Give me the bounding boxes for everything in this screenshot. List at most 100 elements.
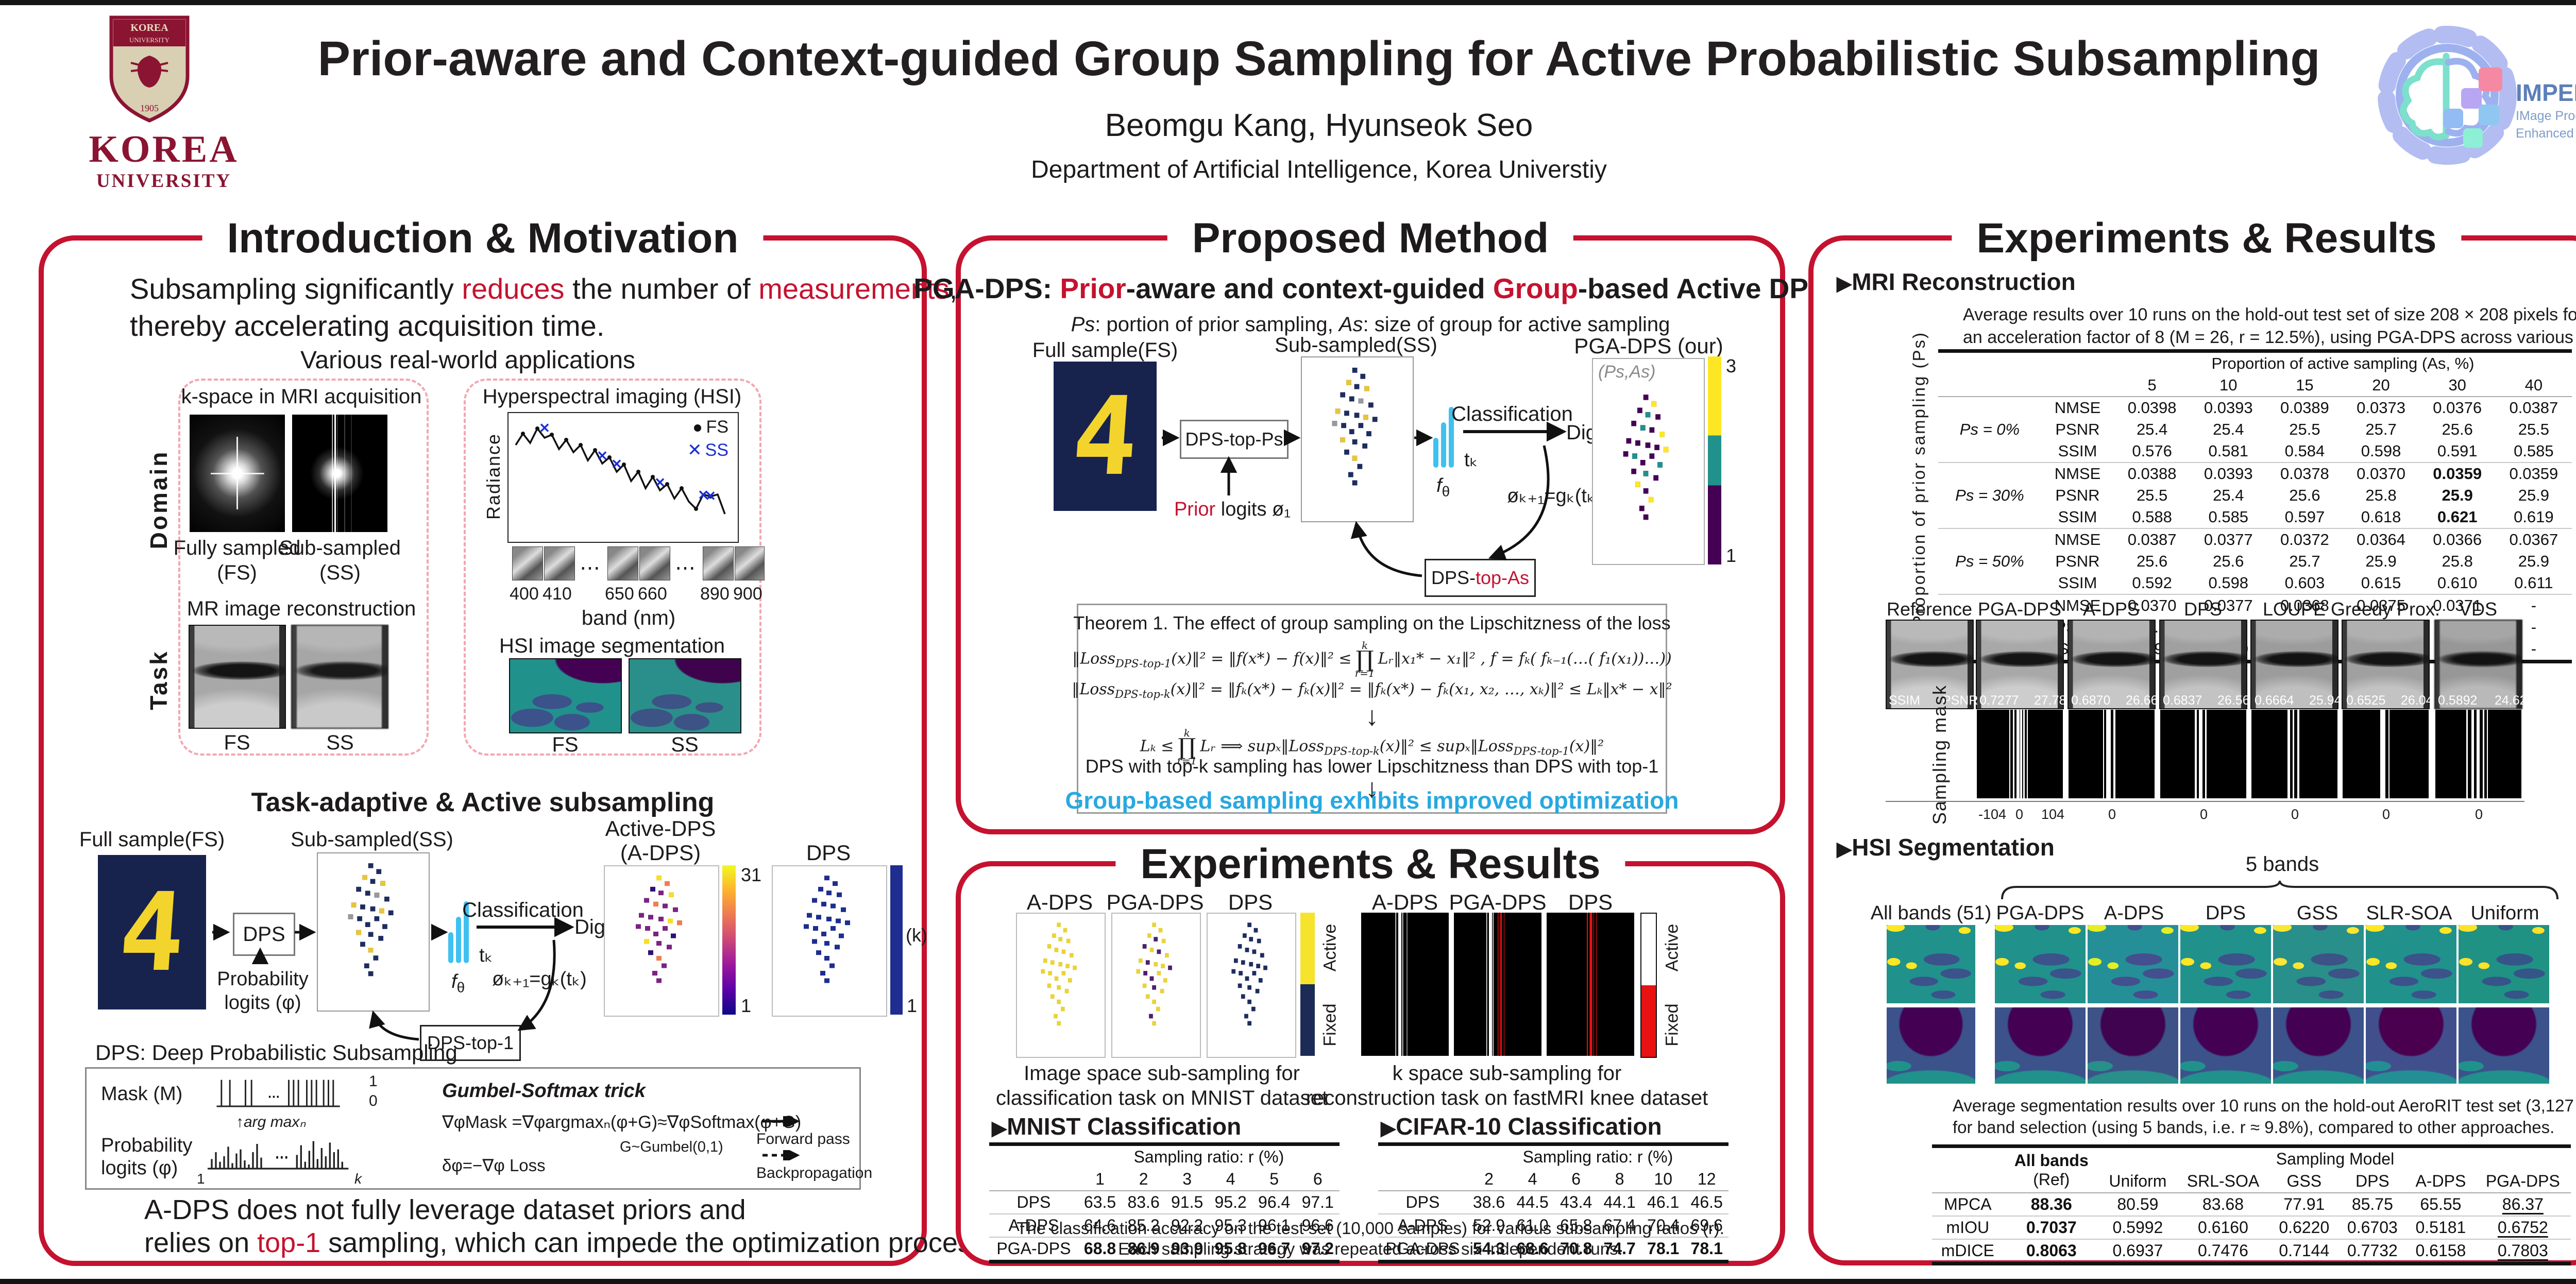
mask-vds — [2435, 710, 2521, 798]
recon-metrics-strip: SSIM PSNR 0.7277 27.78 0.6870 26.66 0.6837… — [1887, 693, 2531, 709]
imgfig-dps-scatter — [1231, 922, 1267, 1026]
apps-title: Various real-world applications — [300, 347, 636, 374]
mri-row: Ps = 50% NMSE 0.0387 0.0377 0.0372 0.0364 0.03… — [1938, 528, 2572, 594]
fs-caption-1: Fully sampled — [173, 537, 301, 559]
metric: 0.6870 — [2071, 693, 2111, 708]
metric: 27.78 — [2034, 693, 2066, 708]
method-section-title: Proposed Method — [1167, 216, 1574, 261]
dps-right-label: DPS — [806, 841, 851, 865]
gumbel-title: Gumbel-Softmax trick — [442, 1080, 646, 1102]
prob-logits-1: Probability — [217, 968, 309, 990]
theorem-arrow-1-icon: ↓ — [1365, 701, 1379, 731]
recon-col-loupe: LOUPE — [2262, 598, 2326, 620]
kspace-sub-sampled-image — [292, 415, 387, 532]
metric: 0.6664 — [2255, 693, 2294, 708]
mask-one: 1 — [369, 1073, 378, 1090]
adps-label-2: (A-DPS) — [620, 841, 701, 865]
m-fs-label: Full sample(FS) — [1032, 339, 1178, 362]
poster-header: KOREA UNIVERSITY 1905 KOREA UNIVERSITY P… — [0, 5, 2576, 227]
fs-caption-2: (FS) — [217, 561, 257, 584]
ku-wordmark-1: KOREA — [89, 128, 239, 170]
hsi-row1-allbands — [1887, 925, 1975, 1003]
gumbel-eq: ∇φMask =∇φargmaxₙ(φ+G)≈∇φSoftmax(φ+G) — [442, 1112, 802, 1132]
delta-eq: δφ=−∇φ Loss — [442, 1156, 546, 1175]
impel-tag-1: IMage Processing for — [2516, 109, 2576, 123]
metric: 0.5892 — [2438, 693, 2478, 708]
argmax-label: ↑arg maxₙ — [236, 1114, 306, 1131]
kfig-pga-mask — [1454, 913, 1541, 1056]
mnist-full-sample-image: 4 — [98, 855, 206, 1009]
intro-section-title: Introduction & Motivation — [202, 216, 764, 261]
svg-text:✕: ✕ — [698, 487, 709, 503]
hsi-row-miou: mIOU 0.7037 0.5992 0.6160 0.6220 0.6703 0.5181… — [1932, 1215, 2571, 1239]
adps-cb-min: 1 — [741, 995, 752, 1016]
axis-tick: 0 — [2108, 807, 2116, 822]
hsi-row1-img — [1995, 925, 2086, 1003]
hsi-seg-title: HSI image segmentation — [499, 635, 725, 657]
svg-text:⋯: ⋯ — [275, 1150, 289, 1165]
mri-col-header: Proportion of active sampling (As, %) — [2211, 354, 2475, 372]
svg-text:✕: ✕ — [705, 488, 716, 504]
ss-x-icon: ✕ — [687, 440, 702, 460]
flow-fs-label: Full sample(FS) — [79, 828, 225, 851]
recon-col-pga: PGA-DPS — [1977, 598, 2062, 620]
adps-scatter — [636, 876, 682, 983]
mnist-row-adps: A-DPS 64.6 85.2 92.2 95.3 96.1 96.6 — [989, 1213, 1340, 1237]
kfig-col-adps: A-DPS — [1371, 890, 1438, 914]
ss-caption-2: (SS) — [319, 561, 361, 584]
recon-img-dps — [2159, 620, 2247, 709]
hsi-caption-1: Average segmentation results over 10 run… — [1953, 1096, 2576, 1115]
intro-conclusion-1: A-DPS does not fully leverage dataset pr… — [144, 1194, 746, 1225]
flow-ss-label: Sub-sampled(SS) — [291, 828, 453, 851]
mri-row: SSIM 0.576 0.581 0.584 0.598 0.591 0.585 — [2058, 442, 2554, 460]
kfig-col-dps: DPS — [1568, 890, 1613, 914]
band-thumbnails: ⋯ ⋯ 400 410 650 660 890 900 — [507, 546, 765, 614]
metric: 0.6525 — [2346, 693, 2386, 708]
m-classifier-bars-icon — [1433, 407, 1459, 468]
mask-label: Mask (M) — [101, 1083, 183, 1105]
top-frame-bar — [0, 0, 2576, 5]
axis-tick: 0 — [2015, 807, 2024, 822]
impel-tag-2: Enhanced Learning — [2516, 126, 2576, 141]
mnist-heading: ▶MNIST Classification — [992, 1113, 1242, 1140]
band-660: 660 — [638, 584, 667, 604]
mri-row: SSIM 0.592 0.598 0.603 0.615 0.610 0.611 — [2058, 574, 2553, 592]
band-thumb-6 — [735, 546, 765, 580]
five-bands-brace-icon — [2001, 880, 2558, 900]
intro-lead-line1: Subsampling significantly reduces the nu… — [130, 272, 957, 305]
hsi-col-allbands: All bands (51) — [1870, 902, 1992, 924]
theorem-eq3: Lₖ ≤ k ∏ r=1 Lᵣ ⟹ supₓ‖LossDPS-top-k(x)‖² ≤ … — [1140, 727, 1604, 767]
m-ss-label: Sub-sampled(SS) — [1275, 334, 1437, 356]
mid-footnote-1: The classification accuracy on the test … — [1016, 1219, 1724, 1238]
lead-t2: the number of — [564, 272, 759, 305]
ssim-label: SSIM — [1889, 693, 1921, 708]
mask-zero: 0 — [369, 1092, 378, 1109]
mr-recon-title: MR image reconstruction — [187, 597, 416, 620]
mri-row: PSNR 25.4 25.4 25.5 25.7 25.6 25.5 — [2055, 420, 2550, 438]
mr-fs-label: FS — [224, 731, 250, 754]
theorem-title: Theorem 1. The effect of group sampling … — [1073, 612, 1671, 634]
cifar-row-pga: PGA-DPS 54.3 68.6 70.8 74.7 78.1 78.1 — [1378, 1237, 1728, 1262]
mri-caption-2: an acceleration factor of 8 (M = 26, r =… — [1963, 328, 2576, 347]
experiments-mid-title: Experiments & Results — [1115, 842, 1625, 887]
imgfig-col-adps: A-DPS — [1026, 890, 1093, 914]
imgfig-adps-scatter — [1041, 922, 1077, 1026]
dps-def-title: DPS: Deep Probabilistic Subsampling — [95, 1040, 457, 1065]
pga-scatter — [1623, 394, 1669, 520]
hsi-row1-img — [2459, 925, 2549, 1003]
intro-flow-arrows — [212, 917, 574, 1041]
cifar-row-dps: DPS 38.6 44.5 43.4 44.1 46.1 46.5 — [1378, 1190, 1728, 1214]
hsi-col-slrsoa: SLR-SOA — [2366, 902, 2452, 924]
recon-figure: Reference PGA-DPS A-DPS DPS LOUPE Greedy… — [1808, 592, 2576, 834]
hsi-row2-img — [2088, 1007, 2178, 1084]
mri-row: PSNR 25.6 25.6 25.7 25.9 25.8 25.9 — [2055, 552, 2550, 570]
band-650: 650 — [605, 584, 634, 604]
mri-recon-heading: ▶MRI Reconstruction — [1837, 268, 2076, 295]
prior-logits-label: Prior logits ø₁ — [1174, 499, 1291, 520]
recon-img-adps — [2067, 620, 2156, 709]
prob-logits-2: logits (φ) — [224, 992, 301, 1014]
metric: 0.6837 — [2163, 693, 2202, 708]
imgfig-caption-1: Image space sub-sampling for — [1024, 1062, 1300, 1085]
classifier-bars-icon — [448, 901, 474, 963]
